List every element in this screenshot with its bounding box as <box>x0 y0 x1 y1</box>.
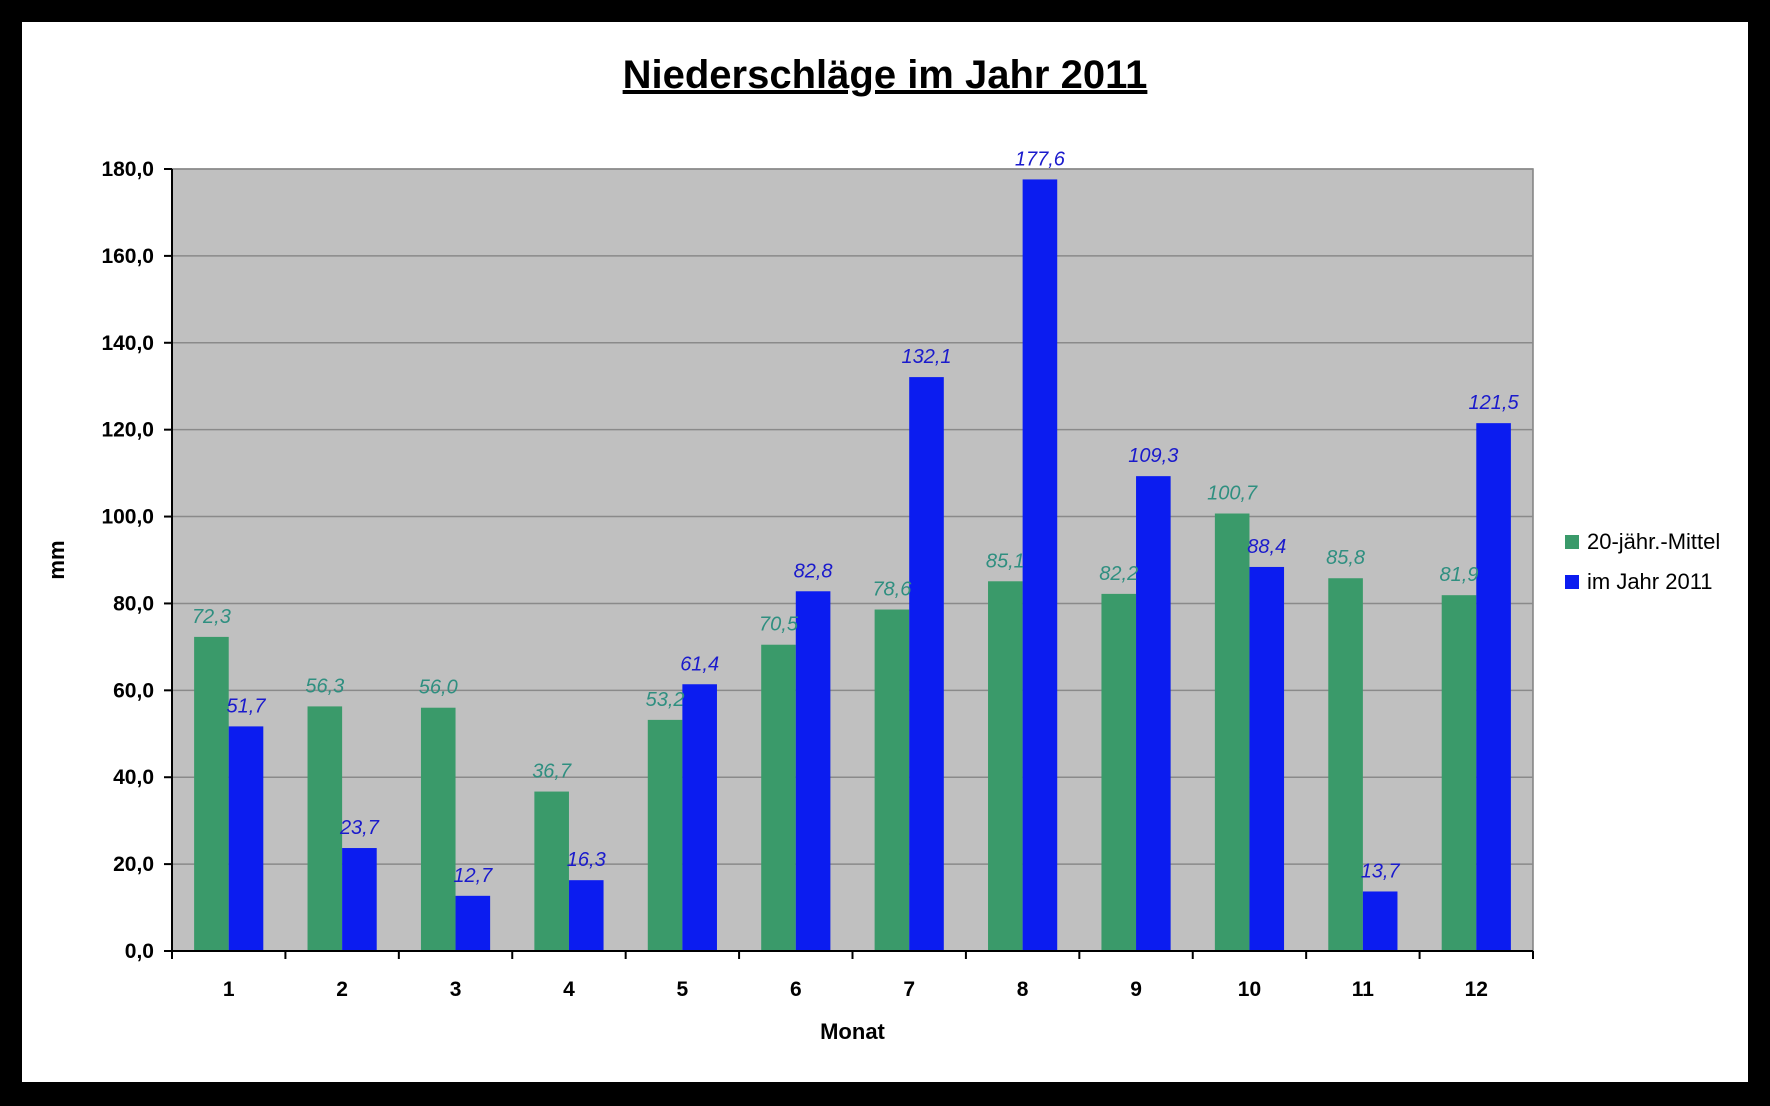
y-tick-labels: 0,0 20,0 40,0 60,0 80,0 100,0 120,0 140,0 160,0 1… <box>101 158 154 963</box>
bar <box>795 591 831 951</box>
data-label: 81,9 <box>1440 564 1479 586</box>
data-label: 72,3 <box>192 606 231 628</box>
x-tick-label: 12 <box>1465 978 1488 1001</box>
x-tick-label: 3 <box>450 978 462 1001</box>
bar <box>1362 891 1398 951</box>
legend-entry: 20-jähr.-Mittel <box>1587 529 1720 554</box>
x-tick-label: 9 <box>1130 978 1142 1001</box>
data-label: 56,3 <box>305 675 344 697</box>
data-label: 12,7 <box>453 865 493 887</box>
data-label: 23,7 <box>339 817 380 839</box>
y-axis-title: mm <box>44 540 69 579</box>
y-tick-label: 20,0 <box>113 853 154 876</box>
data-label: 100,7 <box>1207 483 1258 505</box>
x-tick-labels: 1 2 3 4 5 6 7 8 9 10 11 12 <box>223 978 1488 1001</box>
bar <box>874 609 910 951</box>
data-label: 85,8 <box>1326 547 1365 569</box>
y-tick-label: 0,0 <box>125 940 154 963</box>
y-tick-label: 100,0 <box>101 506 154 529</box>
bar <box>1101 593 1137 951</box>
bar <box>988 581 1023 951</box>
y-tick-label: 140,0 <box>101 332 154 355</box>
data-label: 109,3 <box>1128 445 1178 467</box>
legend-swatch <box>1565 575 1579 589</box>
y-tick-label: 160,0 <box>101 245 154 268</box>
data-label: 16,3 <box>567 849 606 871</box>
x-tick-label: 10 <box>1238 978 1261 1001</box>
legend-entry: im Jahr 2011 <box>1587 569 1713 594</box>
data-label: 132,1 <box>901 346 951 368</box>
plot-area <box>171 168 1534 952</box>
bar <box>228 726 264 951</box>
data-label: 82,8 <box>794 560 833 582</box>
data-label: 13,7 <box>1361 860 1401 882</box>
legend-swatch <box>1565 535 1579 549</box>
x-tick-label: 5 <box>677 978 689 1001</box>
bar <box>1476 423 1511 951</box>
data-label: 51,7 <box>227 695 267 717</box>
data-labels: 72,3 51,7 56,3 23,7 56,0 12,7 36,7 16,3 53,2 61,4… <box>192 148 1520 886</box>
x-tick-label: 8 <box>1017 978 1029 1001</box>
y-tick-label: 120,0 <box>101 419 154 442</box>
bar <box>682 684 717 951</box>
x-tick-label: 6 <box>790 978 802 1001</box>
bar <box>647 719 683 951</box>
bars <box>194 179 1511 952</box>
y-tick-label: 180,0 <box>101 158 154 181</box>
bar <box>1214 513 1250 951</box>
y-tick-label: 40,0 <box>113 766 154 789</box>
data-label: 177,6 <box>1015 148 1066 170</box>
bar <box>761 644 796 951</box>
x-tick-label: 2 <box>336 978 348 1001</box>
bar <box>568 880 604 951</box>
bar <box>342 848 377 951</box>
legend: 20-jähr.-Mittel im Jahr 2011 <box>1565 529 1720 594</box>
y-tick-label: 80,0 <box>113 592 154 615</box>
data-label: 85,1 <box>986 550 1025 572</box>
bar <box>1441 595 1477 951</box>
x-tick-label: 1 <box>223 978 235 1001</box>
data-label: 88,4 <box>1247 536 1286 558</box>
data-label: 78,6 <box>872 579 912 601</box>
bar <box>194 636 229 951</box>
data-label: 53,2 <box>646 689 685 711</box>
gridlines <box>172 168 1533 865</box>
bar <box>455 895 491 951</box>
data-label: 61,4 <box>680 653 719 675</box>
x-tick-label: 7 <box>903 978 915 1001</box>
bar <box>1136 476 1171 951</box>
y-tick-label: 60,0 <box>113 679 154 702</box>
data-label: 36,7 <box>532 761 572 783</box>
chart-title: Niederschläge im Jahr 2011 <box>623 53 1148 97</box>
bar <box>420 707 456 951</box>
x-axis-title: Monat <box>820 1019 885 1044</box>
bar <box>1328 578 1363 951</box>
data-label: 70,5 <box>759 614 799 636</box>
data-label: 121,5 <box>1469 392 1520 414</box>
bar <box>534 791 569 951</box>
x-tick-label: 4 <box>563 978 575 1001</box>
bar <box>909 377 944 951</box>
bar <box>307 706 343 951</box>
bar <box>1249 566 1285 951</box>
x-tick-label: 11 <box>1352 978 1375 1001</box>
data-label: 82,2 <box>1099 563 1138 585</box>
data-label: 56,0 <box>419 677 458 699</box>
bar <box>1022 179 1058 952</box>
axes <box>164 168 1534 959</box>
